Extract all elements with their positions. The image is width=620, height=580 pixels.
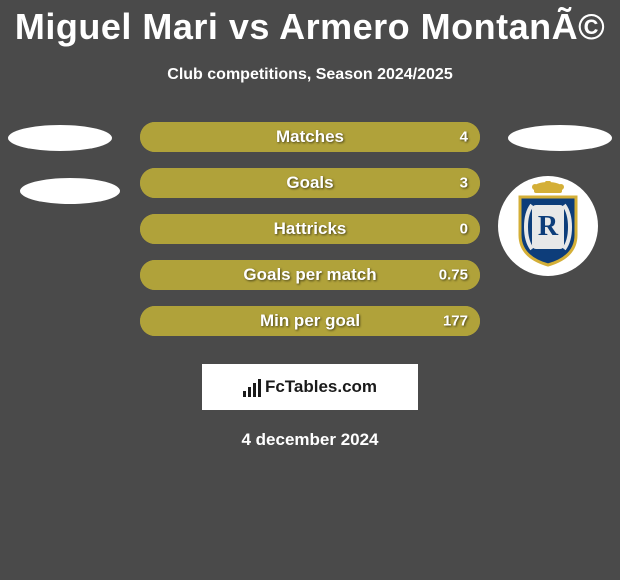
stat-row: Goals per match 0.75 xyxy=(10,260,610,290)
stat-row: Matches 4 xyxy=(10,122,610,152)
stat-row: Goals 3 xyxy=(10,168,610,198)
stat-value-right: 0.75 xyxy=(439,267,468,284)
comparison-subtitle: Club competitions, Season 2024/2025 xyxy=(0,66,620,84)
stat-label: Goals per match xyxy=(243,265,376,285)
stat-label: Hattricks xyxy=(274,219,347,239)
attribution-text: FcTables.com xyxy=(265,377,377,397)
stat-bar-goals-per-match: Goals per match 0.75 xyxy=(140,260,480,290)
stat-label: Goals xyxy=(286,173,333,193)
generation-date: 4 december 2024 xyxy=(10,430,610,450)
stat-bar-min-per-goal: Min per goal 177 xyxy=(140,306,480,336)
stat-label: Min per goal xyxy=(260,311,360,331)
stats-container: Matches 4 Goals 3 Hattricks 0 Goals per … xyxy=(0,122,620,450)
comparison-title: Miguel Mari vs Armero MontanÃ© xyxy=(0,0,620,48)
stat-label: Matches xyxy=(276,127,344,147)
bars-icon xyxy=(243,377,261,397)
stat-value-right: 4 xyxy=(460,129,468,146)
stat-row: Hattricks 0 xyxy=(10,214,610,244)
stat-bar-goals: Goals 3 xyxy=(140,168,480,198)
fctables-logo: FcTables.com xyxy=(243,377,377,397)
stat-value-right: 0 xyxy=(460,221,468,238)
stat-row: Min per goal 177 xyxy=(10,306,610,336)
stat-value-right: 3 xyxy=(460,175,468,192)
stat-value-right: 177 xyxy=(443,313,468,330)
stat-bar-hattricks: Hattricks 0 xyxy=(140,214,480,244)
stat-bar-matches: Matches 4 xyxy=(140,122,480,152)
attribution-box: FcTables.com xyxy=(202,364,418,410)
